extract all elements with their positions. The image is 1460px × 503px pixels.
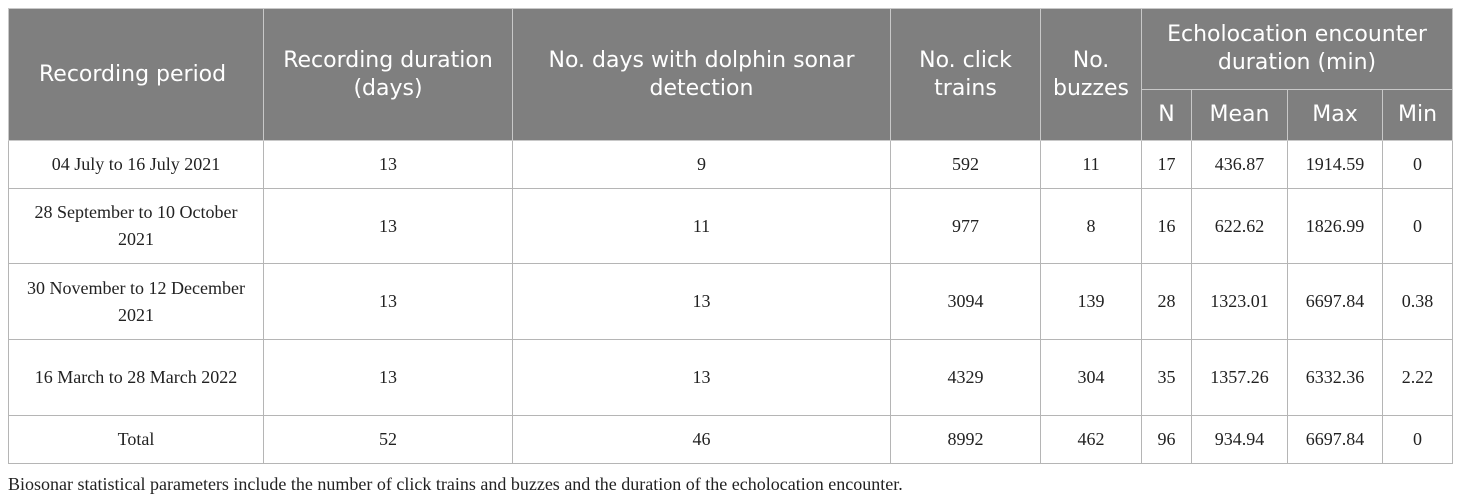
cell-buzzes: 8 [1040,188,1142,264]
cell-n: 96 [1141,415,1192,464]
cell-max: 6697.84 [1287,415,1383,464]
header-buzzes: No. buzzes [1040,8,1142,141]
cell-click-trains: 3094 [890,263,1041,340]
cell-mean: 1323.01 [1191,263,1288,340]
cell-days-detection: 46 [512,415,891,464]
data-table: Recording period Recording duration (day… [8,8,1454,464]
cell-max: 6697.84 [1287,263,1383,340]
cell-mean: 934.94 [1191,415,1288,464]
cell-duration: 13 [263,263,513,340]
cell-buzzes: 462 [1040,415,1142,464]
header-min: Min [1381,89,1454,141]
cell-click-trains: 592 [890,140,1041,189]
cell-buzzes: 304 [1040,339,1142,416]
cell-max: 1914.59 [1287,140,1383,189]
cell-period: 28 September to 10 October 2021 [8,188,264,264]
cell-mean: 436.87 [1191,140,1288,189]
table-row: 30 November to 12 December 2021 13 13 30… [8,263,1454,340]
cell-n: 35 [1141,339,1192,416]
header-click-trains: No. click trains [890,8,1041,141]
header-encounter-duration: Echolocation encounter duration (min) [1140,8,1454,90]
cell-max: 1826.99 [1287,188,1383,264]
table-footnote: Biosonar statistical parameters include … [8,474,903,494]
cell-duration: 52 [263,415,513,464]
cell-duration: 13 [263,188,513,264]
header-days-detection: No. days with dolphin sonar detection [512,8,891,141]
cell-max: 6332.36 [1287,339,1383,416]
cell-min: 0.38 [1381,263,1454,340]
cell-period: 30 November to 12 December 2021 [8,263,264,340]
table-row-total: Total 52 46 8992 462 96 934.94 6697.84 0 [8,415,1454,464]
header-recording-duration: Recording duration (days) [263,8,513,141]
cell-buzzes: 139 [1040,263,1142,340]
cell-mean: 1357.26 [1191,339,1288,416]
cell-duration: 13 [263,339,513,416]
cell-days-detection: 9 [512,140,891,189]
table-row: 28 September to 10 October 2021 13 11 97… [8,188,1454,264]
header-n: N [1141,89,1192,141]
header-max: Max [1287,89,1383,141]
cell-buzzes: 11 [1040,140,1142,189]
cell-n: 17 [1141,140,1192,189]
cell-mean: 622.62 [1191,188,1288,264]
cell-min: 0 [1381,140,1454,189]
cell-duration: 13 [263,140,513,189]
cell-min: 0 [1381,188,1454,264]
cell-min: 2.22 [1381,339,1454,416]
cell-days-detection: 13 [512,339,891,416]
cell-n: 28 [1141,263,1192,340]
cell-min: 0 [1381,415,1454,464]
header-mean: Mean [1191,89,1288,141]
table-row: 04 July to 16 July 2021 13 9 592 11 17 4… [8,140,1454,189]
cell-period: Total [8,415,264,464]
header-recording-period: Recording period [8,8,264,141]
cell-click-trains: 977 [890,188,1041,264]
cell-period: 16 March to 28 March 2022 [8,339,264,416]
cell-period: 04 July to 16 July 2021 [8,140,264,189]
cell-days-detection: 13 [512,263,891,340]
cell-n: 16 [1141,188,1192,264]
table-row: 16 March to 28 March 2022 13 13 4329 304… [8,339,1454,416]
cell-days-detection: 11 [512,188,891,264]
cell-click-trains: 4329 [890,339,1041,416]
cell-click-trains: 8992 [890,415,1041,464]
